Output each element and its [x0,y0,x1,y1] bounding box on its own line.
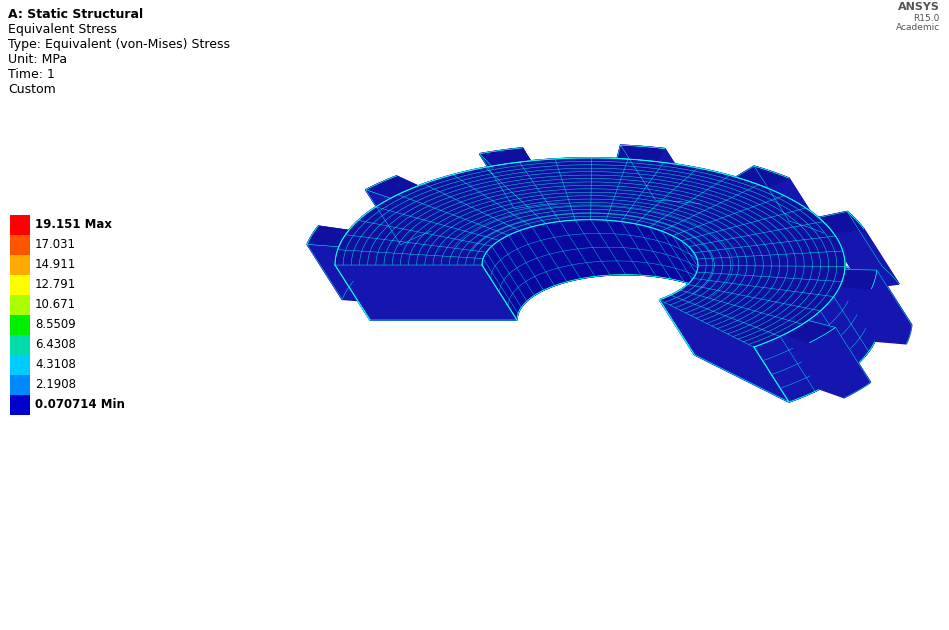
Polygon shape [335,265,517,320]
Polygon shape [833,229,899,288]
Polygon shape [840,286,906,344]
Polygon shape [840,270,877,289]
Polygon shape [365,190,426,253]
Text: 19.151 Max: 19.151 Max [35,219,112,231]
Polygon shape [307,244,374,302]
Bar [10,335,30,355]
Text: 8.5509: 8.5509 [35,319,76,331]
Polygon shape [735,166,789,188]
Polygon shape [767,178,824,243]
Text: Unit: MPa: Unit: MPa [8,53,67,66]
Text: Time: 1: Time: 1 [8,68,55,81]
Bar [10,375,30,395]
Polygon shape [479,148,530,166]
Polygon shape [845,270,912,325]
Polygon shape [871,270,912,344]
Polygon shape [365,176,418,198]
Text: R15.0: R15.0 [914,14,940,23]
Polygon shape [617,145,665,162]
Bar [10,315,30,335]
Polygon shape [479,148,557,209]
Text: A: Static Structural: A: Static Structural [8,8,143,21]
Bar [10,235,30,255]
Polygon shape [809,328,870,398]
Text: Custom: Custom [8,83,56,96]
Text: 17.031: 17.031 [35,239,76,251]
Polygon shape [818,212,864,233]
Polygon shape [617,145,656,214]
Text: 4.3108: 4.3108 [35,358,76,372]
Text: ANSYS: ANSYS [898,2,940,12]
Text: Academic: Academic [896,23,940,32]
Bar [10,295,30,315]
Polygon shape [785,334,845,398]
Polygon shape [307,226,348,247]
Polygon shape [818,212,883,272]
Polygon shape [660,300,789,402]
Polygon shape [335,158,880,402]
Bar [10,355,30,375]
Polygon shape [847,212,899,284]
Text: 14.911: 14.911 [35,258,76,272]
Text: Type: Equivalent (von-Mises) Stress: Type: Equivalent (von-Mises) Stress [8,38,230,51]
Polygon shape [397,176,453,241]
Polygon shape [479,154,527,221]
Polygon shape [657,149,699,217]
Polygon shape [482,220,733,355]
Polygon shape [785,321,835,343]
Text: 2.1908: 2.1908 [35,379,76,391]
Text: 6.4308: 6.4308 [35,338,76,352]
Polygon shape [809,321,870,382]
Bar [10,395,30,415]
Text: 12.791: 12.791 [35,278,76,292]
Bar [10,215,30,235]
Polygon shape [307,226,353,299]
Polygon shape [522,148,565,216]
Polygon shape [754,166,824,233]
Polygon shape [621,145,699,203]
Bar [10,255,30,275]
Text: Equivalent Stress: Equivalent Stress [8,23,117,36]
Text: 10.671: 10.671 [35,299,76,311]
Text: 0.070714 Min: 0.070714 Min [35,399,125,411]
Polygon shape [318,226,383,285]
Bar [10,275,30,295]
Polygon shape [735,166,790,232]
Polygon shape [335,158,845,347]
Polygon shape [365,176,432,245]
Polygon shape [370,213,880,402]
